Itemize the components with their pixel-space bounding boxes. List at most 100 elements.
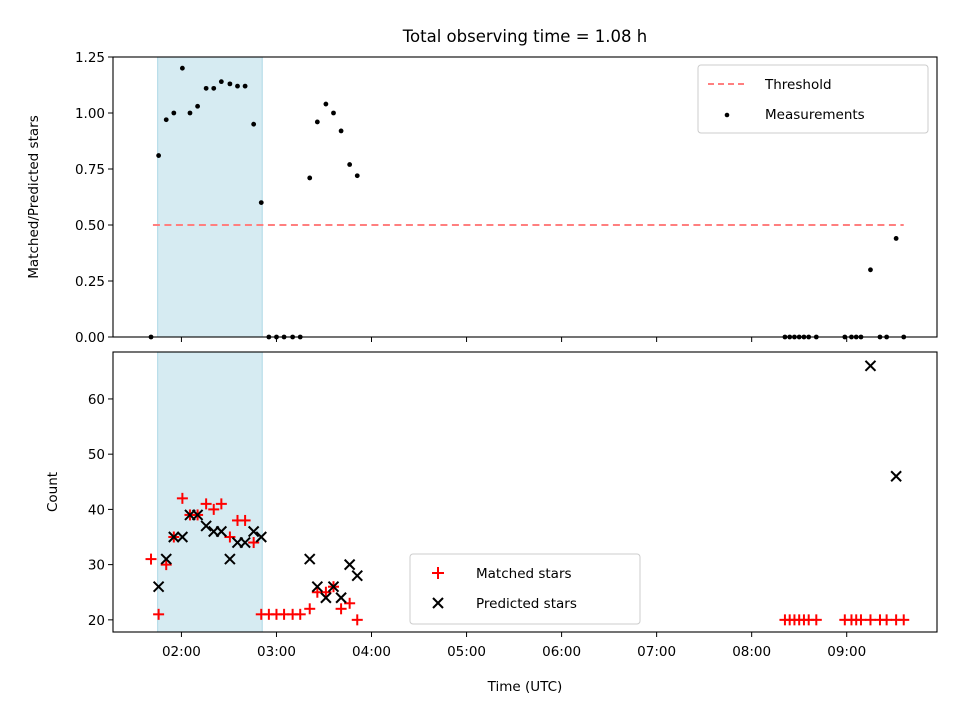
legend-threshold-label: Threshold [764, 77, 832, 93]
panel-ratio: 0.00 0.25 0.50 0.75 1.00 1.25 [75, 50, 938, 346]
axes-frame [112, 351, 938, 633]
measurement-point [203, 85, 209, 91]
matched-star-point [335, 603, 347, 615]
measurement-point [347, 162, 353, 167]
measurement-point [187, 110, 193, 116]
measurement-point [171, 110, 177, 116]
matched-star-point [176, 492, 188, 504]
measurement-point [163, 117, 169, 123]
legend-predicted-label: Predicted stars [476, 596, 577, 612]
legend-bottom-frame [409, 553, 641, 625]
predicted-star-point [890, 470, 902, 482]
y-tick-label: 0.50 [75, 218, 105, 234]
measurement-point [195, 103, 200, 109]
y-tick-label: 1.00 [75, 106, 105, 122]
observing-span [157, 351, 263, 633]
matched-star-point [248, 537, 260, 549]
predicted-star-point [168, 531, 180, 543]
predicted-star-point [311, 581, 324, 593]
measurement-point [251, 121, 257, 127]
predicted-star-point [335, 592, 347, 604]
series-measurements [148, 65, 907, 340]
x-tick-label: 03:00 [257, 644, 296, 660]
x-tick-label: 08:00 [732, 644, 771, 660]
matched-star-point [344, 597, 356, 609]
y-tick-label: 40 [88, 502, 105, 518]
series-predicted-stars [152, 360, 902, 604]
y-tick-label: 60 [88, 392, 105, 408]
matched-star-point [810, 614, 822, 626]
x-tick-label: 02:00 [162, 644, 201, 660]
measurement-point [338, 128, 344, 134]
matched-star-point [215, 498, 227, 510]
measurement-point [323, 101, 329, 107]
chart-title: Total observing time = 1.08 h [402, 27, 647, 46]
x-tick-label: 07:00 [637, 644, 676, 660]
predicted-star-point [864, 360, 877, 372]
matched-star-point [208, 503, 220, 515]
legend-predicted-swatch [432, 597, 444, 609]
predicted-star-point [215, 525, 228, 538]
predicted-star-point [191, 509, 204, 521]
measurement-point [179, 65, 185, 71]
matched-star-point [224, 531, 236, 543]
predicted-star-point [224, 553, 236, 565]
measurement-point [242, 83, 248, 89]
matched-star-point [294, 608, 306, 620]
y-tick-label: 20 [88, 613, 105, 629]
legend-matched-swatch [432, 567, 444, 579]
y-tick-label: 0.25 [75, 274, 105, 290]
matched-star-point [200, 498, 212, 510]
measurement-point [218, 79, 224, 85]
legend-bottom: Matched stars Predicted stars [409, 553, 641, 625]
measurement-point [331, 110, 336, 116]
x-tick-label: 06:00 [542, 644, 581, 660]
axes-frame [112, 56, 938, 338]
predicted-star-point [239, 536, 251, 549]
matched-star-point [160, 559, 172, 571]
measurement-point [314, 119, 320, 125]
y-tick-label: 0.00 [75, 330, 105, 346]
matched-star-point [881, 614, 893, 626]
predicted-star-point [327, 581, 340, 593]
predicted-star-point [247, 525, 260, 538]
panel-count: 20 30 40 50 60 02:00 03:00 04:00 05:00 06:00 07:00… [88, 351, 938, 660]
matched-star-point [320, 586, 332, 598]
measurement-point [868, 267, 873, 273]
matched-star-point [898, 614, 910, 626]
predicted-star-point [255, 531, 267, 543]
y-tick-label: 1.25 [75, 50, 105, 66]
matched-star-point [304, 603, 316, 615]
measurement-point [354, 173, 360, 179]
legend-top: Threshold Measurements [697, 64, 929, 134]
predicted-star-point [176, 531, 189, 543]
measurement-point [235, 83, 240, 89]
x-tick-label: 09:00 [827, 644, 866, 660]
matched-star-point [351, 614, 363, 626]
y-axis-label-bottom: Count [45, 472, 61, 512]
x-axis-label: Time (UTC) [487, 679, 563, 695]
measurement-point [211, 85, 217, 91]
x-tick-label: 04:00 [352, 644, 391, 660]
legend-measurements-swatch [724, 112, 730, 118]
legend-matched-label: Matched stars [476, 566, 572, 582]
measurement-point [156, 153, 162, 158]
matched-star-point [239, 514, 251, 526]
predicted-star-point [200, 520, 212, 532]
predicted-star-point [320, 592, 332, 604]
measurement-point [307, 175, 313, 181]
matched-star-point [855, 614, 867, 626]
matched-star-point [153, 608, 165, 620]
y-tick-label: 0.75 [75, 162, 105, 178]
predicted-star-point [304, 553, 316, 565]
predicted-star-point [351, 569, 363, 582]
predicted-star-point [152, 581, 165, 593]
matched-star-point [864, 614, 876, 626]
predicted-star-point [160, 553, 172, 565]
matched-star-point [145, 553, 157, 565]
y-axis-label-top: Matched/Predicted stars [26, 115, 42, 278]
measurement-point [893, 236, 899, 241]
measurement-point [258, 200, 264, 206]
measurement-point [227, 81, 233, 87]
